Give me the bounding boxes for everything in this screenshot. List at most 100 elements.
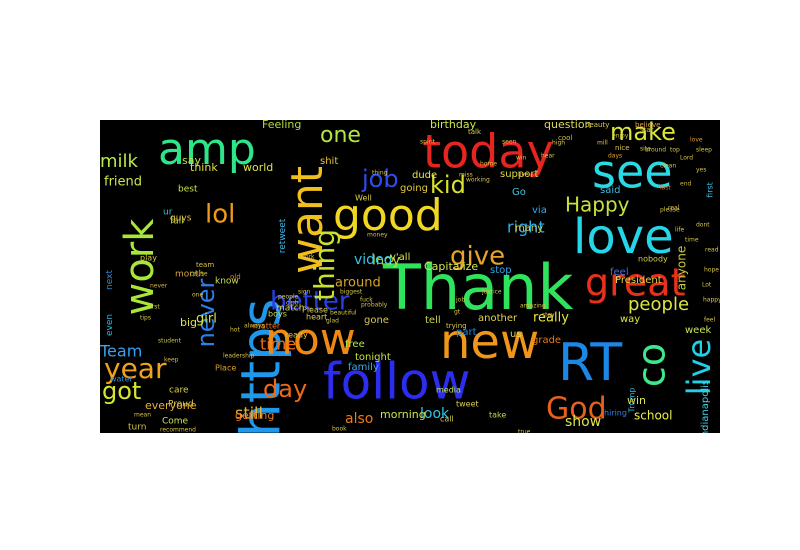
cloud-word: amp [158,124,256,175]
cloud-word: media [436,386,461,395]
cloud-word: sign [298,289,311,296]
cloud-word: trying [446,322,467,330]
cloud-word: time [260,335,296,354]
cloud-word: Trump [628,388,637,414]
cloud-word: site [640,146,651,153]
cloud-word: last [660,185,671,192]
cloud-word: Please [302,306,328,315]
cloud-word: grade [532,335,561,346]
cloud-word: anyone [675,246,689,290]
cloud-word: tonight [355,352,391,363]
cloud-word: first [148,304,160,311]
cloud-word: sleep [696,147,712,154]
cloud-word: job [455,297,465,304]
cloud-word: keep [164,357,179,364]
cloud-word: guys [170,214,192,224]
cloud-word: show [565,414,601,430]
cloud-word: Thank [382,251,573,324]
cloud-word: stop [490,265,512,276]
cloud-word: question [544,120,592,131]
cloud-word: matter [253,322,281,331]
cloud-word: Well [355,194,372,203]
cloud-word: right [507,218,545,237]
cloud-word: stay [542,312,555,319]
cloud-word: read [705,247,719,254]
cloud-word: justice [481,289,502,296]
cloud-word: never [150,283,168,290]
cloud-word: ur [163,208,173,218]
cloud-word: top [670,147,680,154]
cloud-word: seen [502,139,517,146]
cloud-word: great [585,261,685,305]
cloud-word: gt [454,309,461,316]
cloud-word: y'all [390,252,410,263]
cloud-word: tell [425,315,441,326]
cloud-word: retweet [278,218,288,253]
cloud-word: one [320,123,361,148]
cloud-word: team [196,261,214,269]
cloud-word: month [175,270,204,280]
cloud-word: heart [306,313,327,322]
cloud-word: https [230,299,293,433]
cloud-word: today [423,125,554,179]
cloud-word: work [300,254,315,261]
cloud-word: clean [660,163,676,170]
cloud-word: feel [610,267,629,278]
cloud-word: Come [162,417,189,427]
cloud-word: always [244,323,265,330]
cloud-word: want [282,166,333,274]
cloud-word: birthday [430,120,477,131]
cloud-word: President [615,275,662,286]
cloud-word: biggest [340,289,363,296]
cloud-word: live [518,172,529,179]
cloud-word: still [235,404,263,423]
cloud-word: Place [215,364,236,373]
cloud-word: Happy [565,193,630,217]
cloud-word: care [169,386,189,396]
cloud-word: via [532,205,547,216]
cloud-word: Feeling [262,120,301,131]
cloud-word: going [400,183,428,194]
cloud-word: love [573,209,674,265]
cloud-word: world [243,161,273,174]
cloud-word: probably [361,302,388,309]
cloud-word: good [333,190,443,241]
cloud-word: one [192,292,203,299]
cloud-word: friend [104,175,142,190]
cloud-word: Indy [372,254,400,269]
cloud-word: getting [235,409,274,422]
cloud-word: co [630,343,674,387]
cloud-word: week [685,325,711,336]
cloud-word: dude [412,170,437,181]
cloud-word: live [680,339,718,395]
cloud-word: time [685,237,699,244]
cloud-word: follow [323,353,470,411]
cloud-word: nobody [638,255,668,264]
cloud-word: leadership [223,353,255,360]
cloud-word: true [518,429,531,434]
cloud-word: feel [704,317,715,324]
cloud-word: people [278,294,299,301]
cloud-word: give [450,242,505,272]
cloud-word: another [478,313,518,324]
cloud-word: win [516,155,527,162]
cloud-word: boys [268,310,287,319]
cloud-word: mill [597,140,608,147]
cloud-word: life [675,227,684,234]
cloud-word: even [105,314,115,336]
cloud-word: cool [558,134,572,142]
cloud-word: said [600,185,620,196]
cloud-word: thing [308,229,341,301]
cloud-word: mean [134,412,151,419]
cloud-word: yes [696,167,706,174]
cloud-word: Proud [168,400,194,410]
cloud-word: RT [558,333,622,393]
cloud-word: hot [230,327,240,334]
cloud-word: Lord [680,155,693,162]
cloud-word: now [265,314,356,365]
cloud-word: ready [285,331,308,340]
cloud-word: girl [196,312,217,327]
cloud-word: way [620,314,640,325]
cloud-word: look [420,406,450,422]
cloud-word: shit [320,156,338,167]
